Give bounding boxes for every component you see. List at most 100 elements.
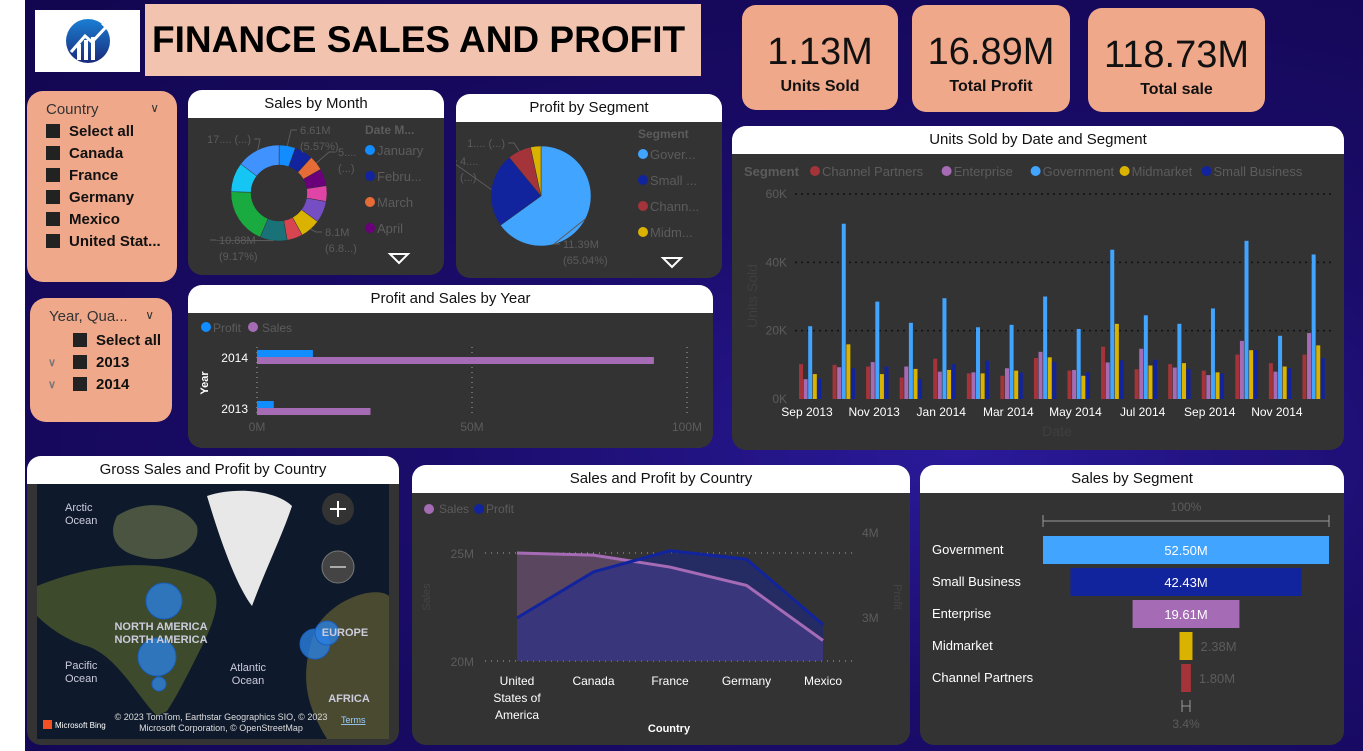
category-label: Midmarket	[932, 638, 993, 653]
bar-channel-partners	[1268, 363, 1273, 399]
checkbox[interactable]	[46, 168, 60, 182]
slicer-item-canada[interactable]: Canada	[46, 142, 177, 164]
bar-enterprise	[870, 362, 875, 399]
x-tick-label: Jan 2014	[917, 405, 967, 419]
zoom-in-button[interactable]	[322, 493, 354, 525]
data-label: (...)	[338, 163, 355, 175]
bar-sales-2014	[257, 357, 654, 364]
country-slicer[interactable]: Country ∨ Select all Canada France German…	[27, 91, 177, 282]
data-label: 17.... (...)	[207, 134, 251, 146]
year-quarter-slicer[interactable]: Year, Qua... ∨ Select all ∨ 2013 ∨ 2014	[30, 298, 172, 422]
bar-midmarket	[1249, 350, 1254, 399]
x-tick-label: Mar 2014	[983, 405, 1034, 419]
bar-profit-2014	[257, 350, 313, 357]
map-label: Ocean	[65, 673, 97, 685]
slicer-title: Year, Qua...	[49, 308, 128, 325]
sales-by-month-card: Sales by Month 6.61M (5.57%) 5.... (...) 8.1…	[188, 90, 444, 275]
data-label: (6.8...)	[325, 243, 357, 255]
profit-area	[517, 550, 823, 661]
map-label: Ocean	[232, 675, 264, 687]
checkbox[interactable]	[46, 190, 60, 204]
bar-small-business	[1085, 372, 1090, 399]
x-tick-label: America	[495, 708, 539, 722]
slicer-item-united-states[interactable]: United Stat...	[46, 230, 177, 252]
data-label: 8.1M	[325, 227, 349, 239]
checkbox[interactable]	[73, 377, 87, 391]
y2-axis-title: Profit	[891, 584, 903, 610]
bar-midmarket	[1215, 372, 1220, 399]
expand-chevron-icon[interactable]: ∨	[48, 378, 57, 391]
zoom-out-button[interactable]	[321, 550, 355, 584]
slicer-item-label: Select all	[96, 331, 162, 349]
value-label: 1.80M	[1199, 671, 1235, 686]
x-tick-label: Jul 2014	[1120, 405, 1166, 419]
checkbox[interactable]	[73, 355, 87, 369]
chevron-down-icon[interactable]: ∨	[150, 101, 159, 115]
bar-small-business	[1186, 368, 1191, 399]
checkbox[interactable]	[46, 234, 60, 248]
legend-title: Date M...	[365, 123, 414, 137]
slicer-item-mexico[interactable]: Mexico	[46, 208, 177, 230]
terms-link[interactable]: Terms	[341, 715, 366, 725]
bar-government	[1043, 296, 1048, 399]
chevron-down-icon[interactable]: ∨	[145, 308, 154, 322]
bar-midmarket	[1181, 363, 1186, 399]
slicer-item-france[interactable]: France	[46, 164, 177, 186]
bar-channel-partners	[1101, 346, 1106, 399]
legend-marker	[424, 504, 434, 514]
units-sold-card: Units Sold by Date and Segment Segment Ch…	[732, 126, 1344, 450]
slicer-item-germany[interactable]: Germany	[46, 186, 177, 208]
slicer-item-2013[interactable]: ∨ 2013	[48, 351, 172, 373]
data-label: (...)	[460, 172, 477, 184]
slicer-item-2014[interactable]: ∨ 2014	[48, 373, 172, 395]
legend-marker	[638, 227, 648, 237]
kpi-value: 1.13M	[767, 31, 873, 73]
checkbox[interactable]	[46, 146, 60, 160]
funnel-bar-government	[1043, 536, 1329, 564]
slicer-item-select-all[interactable]: Select all	[48, 329, 172, 351]
checkbox[interactable]	[46, 124, 60, 138]
category-label: Enterprise	[932, 606, 991, 621]
bar-midmarket	[913, 368, 918, 399]
legend-marker	[365, 171, 375, 181]
x-axis-title: Date	[1042, 423, 1072, 439]
legend-page-down-icon[interactable]	[387, 253, 411, 265]
bar-government	[1210, 308, 1215, 399]
y-tick-label: 40K	[766, 255, 787, 269]
bottom-percent-label: 3.4%	[1172, 717, 1200, 731]
slicer-title: Country	[46, 101, 99, 118]
map-label: Atlantic	[230, 662, 267, 674]
bubble-germany	[314, 620, 340, 646]
slice-small-business	[490, 157, 542, 226]
y-tick-label: 20K	[766, 324, 787, 338]
map-label: NORTH AMERICA	[114, 634, 207, 646]
page-title: FINANCE SALES AND PROFIT	[145, 4, 701, 76]
bar-channel-partners	[799, 364, 803, 399]
leader-line	[456, 160, 492, 191]
checkbox[interactable]	[46, 212, 60, 226]
x-tick-label: Sep 2014	[1184, 405, 1236, 419]
x-tick-label: Nov 2013	[848, 405, 900, 419]
legend-item: April	[377, 221, 403, 236]
checkbox[interactable]	[73, 333, 87, 347]
legend-item: Government	[1043, 164, 1115, 179]
card-title: Profit by Segment	[456, 94, 722, 122]
legend-page-down-icon[interactable]	[660, 257, 684, 269]
slicer-item-label: 2014	[96, 375, 130, 393]
legend-marker	[1119, 166, 1130, 176]
bar-enterprise	[1038, 351, 1043, 399]
bar-government	[976, 327, 981, 399]
legend-marker	[638, 175, 648, 185]
funnel-bar-midmarket	[1179, 632, 1193, 660]
y2-tick-label: 4M	[862, 526, 879, 540]
arctic-islands-land	[113, 505, 198, 560]
bar-enterprise	[904, 366, 909, 399]
legend-item: Small ...	[650, 173, 697, 188]
bubble-mexico	[151, 676, 167, 692]
legend-title: Segment	[638, 127, 689, 141]
expand-chevron-icon[interactable]: ∨	[48, 356, 57, 369]
slicer-item-select-all[interactable]: Select all	[46, 120, 177, 142]
kpi-total-profit: 16.89M Total Profit	[912, 5, 1070, 112]
kpi-value: 118.73M	[1103, 34, 1250, 76]
y-tick-label: 2014	[221, 351, 248, 365]
